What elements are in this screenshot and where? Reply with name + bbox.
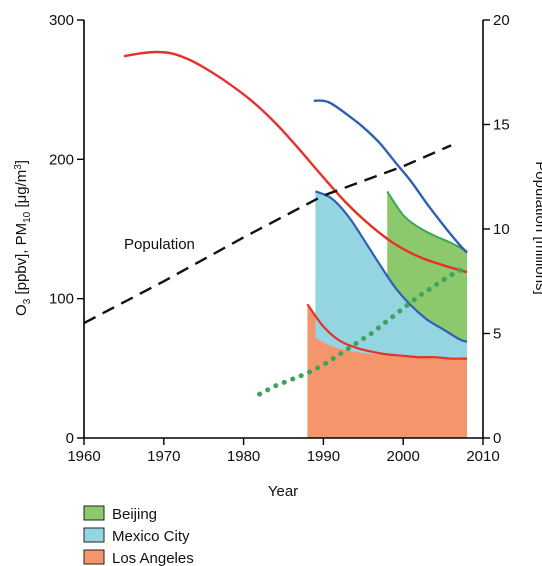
legend: Beijing Mexico City Los Angeles: [83, 505, 194, 566]
axes-layer: [77, 19, 490, 445]
line-beijing-population: [257, 264, 470, 397]
y-right-tick-label: 0: [493, 430, 501, 447]
population-annotation: Population: [124, 236, 195, 253]
line-beijing-upper: [386, 190, 468, 253]
y-left-tick-label: 0: [66, 430, 74, 447]
legend-label-los-angeles: Los Angeles: [112, 550, 194, 566]
x-tick-label: 1980: [227, 448, 260, 465]
line-population: [83, 144, 452, 325]
y-left-tick-label: 300: [49, 12, 74, 29]
area-layer: [306, 190, 468, 438]
legend-swatch-los-angeles: [83, 549, 105, 565]
y-right-tick-label: 15: [493, 117, 510, 134]
y-axis-left-title: O3 [ppbv], PM10 [μg/m3]: [13, 160, 33, 316]
legend-swatch-beijing: [83, 505, 105, 521]
x-tick-label: 2010: [466, 448, 499, 465]
legend-swatch-mexico-city: [83, 527, 105, 543]
y-right-tick-label: 5: [493, 326, 501, 343]
x-tick-label: 2000: [387, 448, 420, 465]
line-layer: [83, 50, 470, 397]
x-tick-label: 1990: [307, 448, 340, 465]
y-left-tick-label: 100: [49, 291, 74, 308]
y-left-tick-label: 200: [49, 151, 74, 168]
tick-labels-layer: 1960 1970 1980 1990 2000 20100100200300051015…: [49, 12, 510, 465]
x-tick-label: 1960: [67, 448, 100, 465]
area-mexico-city: [315, 191, 468, 359]
y-right-tick-label: 20: [493, 12, 510, 29]
line-mexico-city-o3: [313, 99, 468, 254]
y-right-tick-label: 10: [493, 221, 510, 238]
y-axis-right-title: Population [millions]: [532, 161, 542, 294]
area-los-angeles: [307, 304, 468, 438]
legend-label-beijing: Beijing: [112, 506, 157, 523]
line-los-angeles-o3: [123, 50, 468, 274]
x-axis-title: Year: [268, 483, 298, 500]
line-los-angeles-lower: [306, 303, 468, 360]
line-mexico-city-upper: [314, 190, 468, 343]
x-tick-label: 1970: [147, 448, 180, 465]
area-beijing: [387, 191, 468, 342]
legend-label-mexico-city: Mexico City: [112, 528, 190, 545]
